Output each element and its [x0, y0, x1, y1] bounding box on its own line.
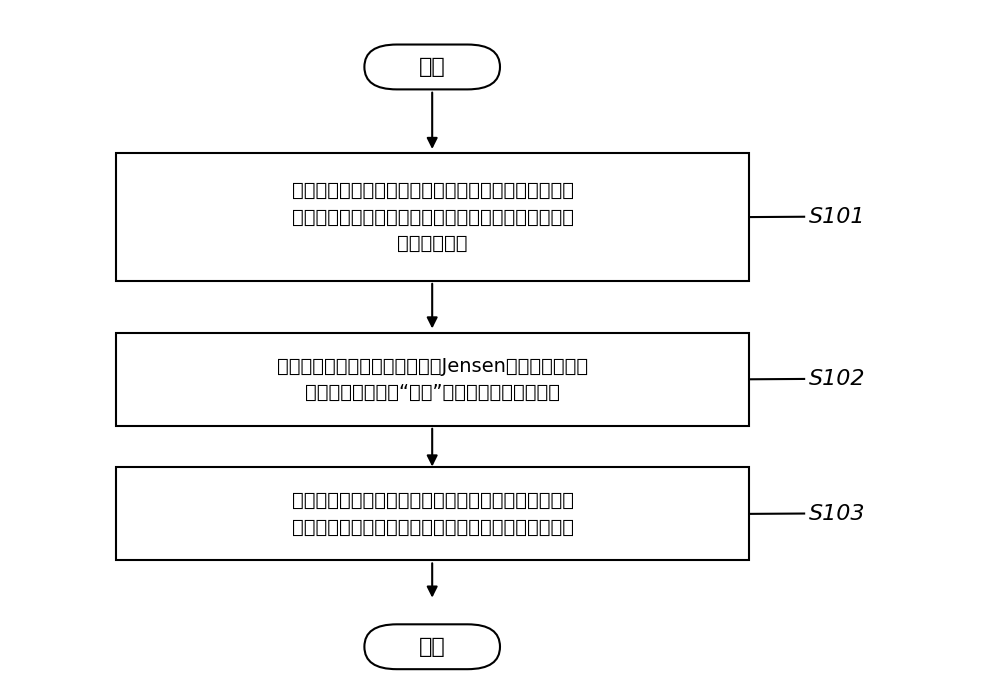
- Text: S102: S102: [809, 369, 866, 389]
- Text: 速率的表达式: 速率的表达式: [397, 234, 468, 253]
- Text: 根据各用户的离散星座点集合、当前时刻的信道信息、: 根据各用户的离散星座点集合、当前时刻的信道信息、: [292, 182, 574, 200]
- Text: 率的表达式，最大化该加权和速率，得到功率分配结果: 率的表达式，最大化该加权和速率，得到功率分配结果: [292, 518, 574, 536]
- Text: S103: S103: [809, 504, 866, 523]
- FancyBboxPatch shape: [364, 624, 500, 669]
- Text: 基站的功率以及各用户功率比重，计算得到各用户可达: 基站的功率以及各用户功率比重，计算得到各用户可达: [292, 208, 574, 227]
- FancyBboxPatch shape: [116, 467, 749, 561]
- Text: 结束: 结束: [419, 637, 446, 657]
- Text: 作进行化简，得到“闭式”的近似可达速率表达式: 作进行化简，得到“闭式”的近似可达速率表达式: [305, 383, 560, 402]
- Text: 开始: 开始: [419, 57, 446, 77]
- FancyBboxPatch shape: [364, 44, 500, 89]
- Text: 通过简化后的近似可达速率表达式，得到系统加权和速: 通过简化后的近似可达速率表达式，得到系统加权和速: [292, 491, 574, 510]
- FancyBboxPatch shape: [116, 153, 749, 281]
- Text: 对各用户可达速率的表达式使用Jensen不等式和积分操: 对各用户可达速率的表达式使用Jensen不等式和积分操: [277, 357, 588, 376]
- Text: S101: S101: [809, 207, 866, 227]
- FancyBboxPatch shape: [116, 333, 749, 426]
